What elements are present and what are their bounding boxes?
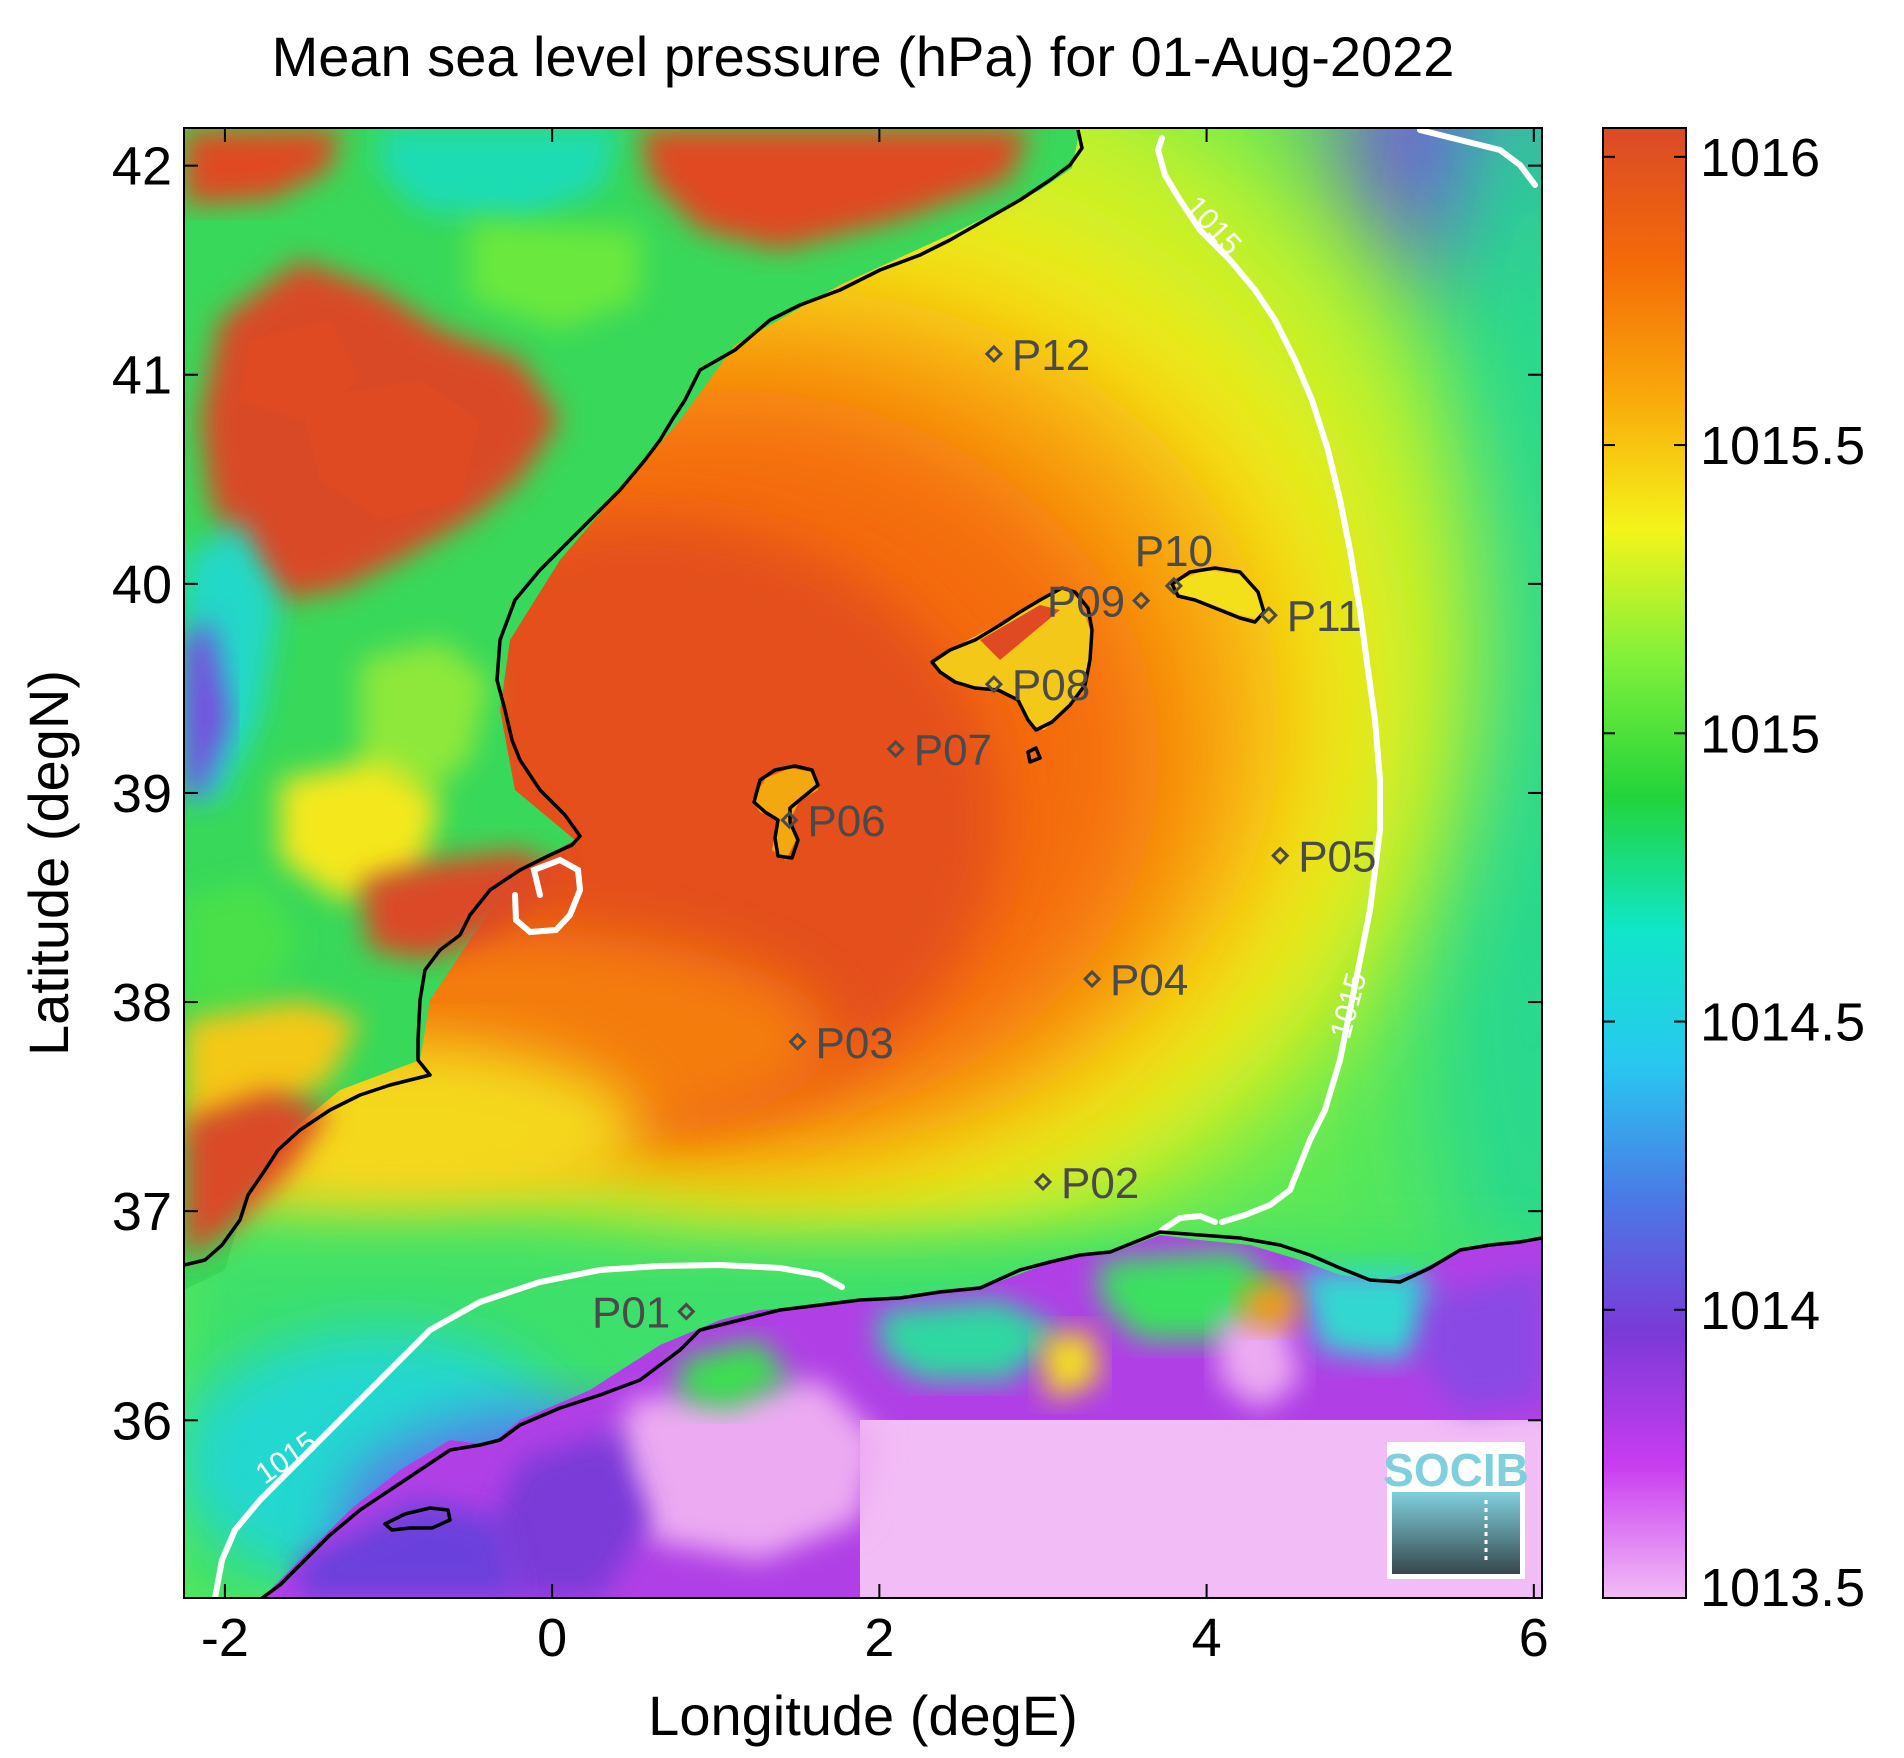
y-tick-label: 37 (112, 1182, 172, 1242)
station-marker[interactable] (984, 344, 1004, 363)
socib-logo: SOCIB (1383, 1442, 1529, 1579)
coastlines (184, 129, 1542, 1598)
menorca-coastline (1170, 566, 1266, 624)
station-label: P08 (1012, 661, 1090, 710)
plot-area: 1015 1015 1015 P01P02P03P04P05P06P07P08P… (184, 128, 1542, 1598)
socib-logo-text: SOCIB (1383, 1444, 1529, 1496)
mallorca-coastline (930, 586, 1094, 732)
station-p06[interactable]: P06 (780, 797, 886, 846)
colorbar-tick-label: 1014 (1700, 1281, 1820, 1341)
isobar-1015 (212, 128, 1538, 1598)
ibiza-coastline (752, 764, 820, 860)
colorbar-tick-label: 1014.5 (1700, 993, 1865, 1053)
colorbar: 1016 1015.5 1015 1014.5 1014 1013.5 (1602, 127, 1865, 1618)
africa-land-field (184, 1235, 1542, 1598)
x-tick-label: 0 (537, 1608, 567, 1668)
station-marker[interactable] (1271, 846, 1290, 865)
station-label: P05 (1298, 833, 1376, 882)
station-label: P12 (1012, 331, 1090, 380)
colorbar-tick-label: 1015 (1700, 704, 1820, 764)
y-tick-label: 40 (112, 555, 172, 615)
cabrera-island (1026, 746, 1042, 764)
station-p05[interactable]: P05 (1271, 833, 1377, 882)
alboran-island (383, 1506, 452, 1532)
station-label: P09 (1047, 578, 1125, 627)
station-p02[interactable]: P02 (1033, 1159, 1139, 1208)
colorbar-tick-label: 1015.5 (1700, 416, 1865, 476)
station-marker[interactable] (1033, 1172, 1053, 1192)
station-p01[interactable]: P01 (592, 1289, 696, 1338)
station-marker[interactable] (788, 1032, 807, 1051)
y-axis-ticks: 36 37 38 39 40 41 42 (112, 137, 1542, 1451)
station-marker[interactable] (984, 675, 1004, 694)
station-p10[interactable]: P10 (1135, 527, 1213, 596)
station-label: P02 (1061, 1159, 1139, 1208)
y-axis-label: Latitude (degN) (17, 670, 80, 1056)
station-label: P01 (592, 1289, 670, 1338)
station-marker[interactable] (780, 811, 799, 830)
x-axis-label: Longitude (degE) (648, 1684, 1078, 1747)
x-tick-label: 6 (1519, 1608, 1549, 1668)
plot-frame (183, 127, 1543, 1599)
africa-coastline (260, 1230, 1542, 1598)
station-p12[interactable]: P12 (984, 331, 1090, 380)
station-p04[interactable]: P04 (1082, 956, 1188, 1005)
station-label: P06 (807, 797, 885, 846)
station-marker[interactable] (1259, 606, 1278, 625)
station-label: P11 (1287, 592, 1362, 641)
y-tick-label: 38 (112, 973, 172, 1033)
x-tick-label: 4 (1192, 1608, 1222, 1668)
colorbar-tick-label: 1016 (1700, 128, 1820, 188)
y-tick-label: 39 (112, 764, 172, 824)
station-marker[interactable] (1132, 591, 1151, 610)
iberia-land-field (184, 128, 1080, 1290)
station-marker[interactable] (886, 739, 905, 759)
colorbar-frame (1602, 127, 1687, 1599)
station-marker[interactable] (677, 1302, 696, 1321)
station-label: P04 (1110, 956, 1188, 1005)
station-p08[interactable]: P08 (984, 661, 1090, 710)
station-p03[interactable]: P03 (788, 1019, 894, 1068)
y-tick-label: 42 (112, 137, 172, 197)
station-marker[interactable] (1164, 576, 1183, 596)
map-title: Mean sea level pressure (hPa) for 01-Aug… (272, 25, 1455, 88)
iberia-coastline (184, 129, 1084, 1267)
x-tick-label: 2 (864, 1608, 894, 1668)
station-p07[interactable]: P07 (886, 726, 992, 775)
balearic-islands-field (752, 570, 1265, 860)
station-label: P03 (816, 1019, 894, 1068)
station-label: P07 (914, 726, 992, 775)
x-axis-ticks: -2 0 2 4 6 (201, 128, 1549, 1668)
colorbar-tick-label: 1013.5 (1700, 1558, 1865, 1618)
station-p11[interactable]: P11 (1259, 592, 1362, 641)
station-marker[interactable] (1082, 969, 1102, 989)
colorbar-ticks: 1016 1015.5 1015 1014.5 1014 1013.5 (1603, 128, 1865, 1618)
x-tick-label: -2 (201, 1608, 249, 1668)
colorbar-bar (1603, 128, 1686, 1598)
socib-logo-water (1392, 1492, 1520, 1574)
y-tick-label: 41 (112, 346, 172, 406)
y-tick-label: 36 (112, 1391, 172, 1451)
station-p09[interactable]: P09 (1047, 578, 1151, 627)
station-label: P10 (1135, 527, 1213, 576)
